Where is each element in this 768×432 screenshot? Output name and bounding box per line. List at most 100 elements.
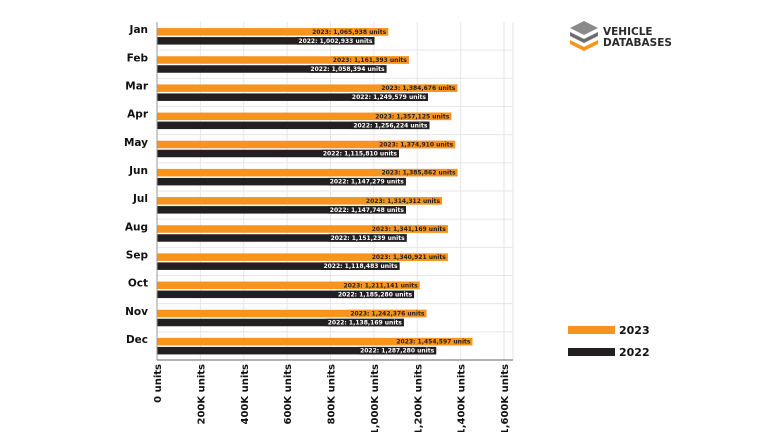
category-label: May bbox=[124, 137, 148, 149]
data-label: 2023: 1,314,312 units bbox=[366, 198, 441, 205]
category-label: Mar bbox=[125, 80, 149, 92]
legend-swatch-2022 bbox=[568, 348, 615, 356]
data-label: 2023: 1,374,910 units bbox=[379, 142, 454, 149]
bar-2023-jun bbox=[157, 168, 458, 177]
bar-2022-jan bbox=[157, 37, 375, 45]
grid bbox=[156, 22, 514, 360]
data-label: 2023: 1,341,169 units bbox=[372, 226, 447, 233]
legend-label: 2022 bbox=[619, 346, 650, 359]
category-label: Dec bbox=[126, 334, 148, 346]
axes: Jan Feb Mar Apr May Jun Jul Aug Sep Oct Nov Dec 0 un… bbox=[124, 22, 513, 432]
data-label: 2023: 1,454,597 units bbox=[396, 339, 471, 346]
data-label: 2022: 1,185,280 units bbox=[338, 291, 413, 298]
bar-2023-jul bbox=[157, 197, 443, 205]
bar-2022-mar bbox=[157, 93, 429, 101]
data-label: 2023: 1,384,676 units bbox=[381, 85, 456, 92]
data-label: 2022: 1,256,224 units bbox=[353, 122, 428, 129]
category-label: Jun bbox=[128, 165, 148, 177]
data-label: 2022: 1,287,280 units bbox=[360, 348, 435, 355]
data-label-bg bbox=[330, 56, 409, 64]
x-tick-label: 400K units bbox=[240, 364, 251, 425]
data-label: 2022: 1,138,169 units bbox=[328, 320, 403, 327]
vehicle-databases-logo: VEHICLE DATABASES bbox=[570, 21, 672, 51]
legend: 2023 2022 bbox=[568, 324, 650, 359]
logo-line1: VEHICLE bbox=[603, 26, 653, 38]
data-label: 2023: 1,242,376 units bbox=[350, 311, 425, 318]
bar-2022-jun bbox=[157, 177, 406, 186]
data-label: 2022: 1,249,579 units bbox=[352, 94, 427, 101]
data-label-bg bbox=[327, 206, 406, 214]
x-tick-label: 600K units bbox=[283, 364, 294, 425]
bar-2023-feb bbox=[157, 56, 409, 64]
logo-line2: DATABASES bbox=[603, 37, 672, 49]
data-label: 2023: 1,211,141 units bbox=[344, 282, 419, 289]
data-label-bg bbox=[363, 197, 443, 205]
category-label: Feb bbox=[127, 52, 149, 64]
legend-label: 2023 bbox=[619, 324, 650, 337]
category-label: Jan bbox=[129, 24, 148, 36]
data-label-bg bbox=[377, 140, 456, 149]
data-label-bg bbox=[327, 177, 406, 186]
data-label: 2022: 1,002,933 units bbox=[298, 38, 373, 45]
bar-2023-mar bbox=[157, 84, 458, 92]
data-label: 2022: 1,058,394 units bbox=[310, 66, 385, 73]
bar-2022-apr bbox=[157, 121, 430, 130]
data-label-bg bbox=[394, 337, 473, 346]
x-tick-label: 1,200K units bbox=[413, 364, 424, 432]
bar-2023-aug bbox=[157, 225, 448, 233]
category-label: Sep bbox=[126, 249, 149, 261]
category-label: Apr bbox=[127, 109, 149, 121]
bar-2022-sep bbox=[157, 262, 400, 270]
bar-2023-nov bbox=[157, 309, 427, 318]
data-label-bg bbox=[296, 37, 375, 45]
data-label-bg bbox=[310, 28, 389, 36]
data-label-bg bbox=[369, 253, 448, 261]
logo-icon bbox=[570, 21, 598, 51]
x-tick-label: 0 units bbox=[153, 364, 164, 403]
data-label-bg bbox=[369, 225, 448, 233]
data-label-bg bbox=[321, 262, 400, 270]
bar-2023-may bbox=[157, 140, 456, 149]
data-label-bg bbox=[320, 149, 399, 158]
bar-2022-may bbox=[157, 149, 399, 158]
bar-2022-feb bbox=[157, 65, 387, 73]
x-tick-label: 1,000K units bbox=[370, 364, 381, 432]
category-label: Aug bbox=[125, 221, 148, 233]
data-label-bg bbox=[335, 290, 415, 299]
bars: 2023: 1,065,938 units 2022: 1,002,933 uni… bbox=[157, 28, 473, 355]
data-label-bg bbox=[373, 112, 452, 121]
data-label: 2023: 1,357,125 units bbox=[375, 113, 450, 120]
data-label: 2022: 1,118,483 units bbox=[323, 263, 398, 270]
x-tick-label: 1,400K units bbox=[457, 364, 468, 432]
legend-swatch-2023 bbox=[568, 326, 615, 334]
bar-2022-oct bbox=[157, 290, 415, 299]
data-label-bg bbox=[379, 84, 458, 92]
data-label: 2023: 1,065,938 units bbox=[312, 29, 387, 36]
x-tick-label: 200K units bbox=[196, 364, 207, 425]
bar-2023-oct bbox=[157, 281, 420, 290]
category-label: Jul bbox=[132, 193, 148, 205]
bar-2023-apr bbox=[157, 112, 452, 121]
data-label: 2023: 1,161,393 units bbox=[333, 57, 408, 64]
data-label: 2022: 1,151,239 units bbox=[331, 235, 406, 242]
data-label-bg bbox=[358, 346, 437, 355]
data-label-bg bbox=[308, 65, 387, 73]
data-label-bg bbox=[351, 121, 430, 130]
bar-2022-nov bbox=[157, 318, 404, 327]
category-label: Oct bbox=[128, 278, 148, 290]
data-label-bg bbox=[328, 234, 407, 242]
data-label-bg bbox=[341, 281, 420, 290]
bar-2022-dec bbox=[157, 346, 437, 355]
data-label-bg bbox=[379, 168, 458, 177]
data-label: 2023: 1,340,921 units bbox=[372, 254, 447, 261]
bar-2022-aug bbox=[157, 234, 407, 242]
bar-2023-jan bbox=[157, 28, 389, 36]
bar-2022-jul bbox=[157, 206, 406, 214]
bar-2023-dec bbox=[157, 337, 473, 346]
bar-2023-sep bbox=[157, 253, 448, 261]
category-label: Nov bbox=[125, 306, 148, 318]
data-label-bg bbox=[348, 309, 427, 318]
x-tick-label: 1,600K units bbox=[500, 364, 511, 432]
data-label-bg bbox=[325, 318, 404, 327]
